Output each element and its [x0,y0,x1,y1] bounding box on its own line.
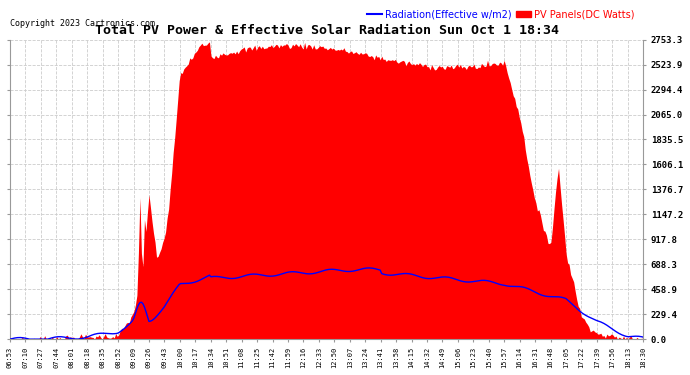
Legend: Radiation(Effective w/m2), PV Panels(DC Watts): Radiation(Effective w/m2), PV Panels(DC … [364,6,638,23]
Text: Copyright 2023 Cartronics.com: Copyright 2023 Cartronics.com [10,19,155,28]
Title: Total PV Power & Effective Solar Radiation Sun Oct 1 18:34: Total PV Power & Effective Solar Radiati… [95,24,559,37]
